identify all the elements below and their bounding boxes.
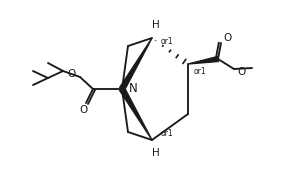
Text: or1: or1 — [194, 67, 206, 75]
Text: H: H — [152, 148, 160, 158]
Polygon shape — [120, 88, 152, 140]
Text: H: H — [152, 20, 160, 30]
Polygon shape — [120, 38, 152, 90]
Polygon shape — [188, 57, 218, 64]
Text: O: O — [237, 67, 245, 77]
Text: O: O — [68, 69, 76, 79]
Text: N: N — [129, 82, 137, 96]
Text: O: O — [224, 33, 232, 43]
Text: or1: or1 — [161, 38, 173, 46]
Text: or1: or1 — [161, 130, 173, 138]
Text: O: O — [79, 105, 87, 115]
